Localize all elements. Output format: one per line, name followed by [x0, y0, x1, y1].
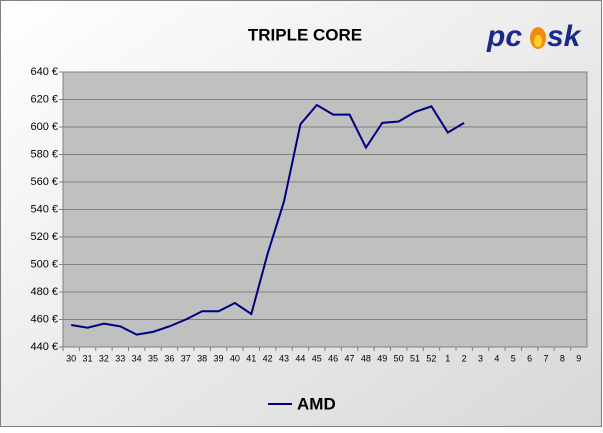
x-tick-label: 39 [214, 353, 224, 363]
x-tick-label: 46 [328, 353, 338, 363]
legend-label: AMD [297, 394, 336, 413]
x-tick-label: 30 [66, 353, 76, 363]
logo-left: pc [486, 20, 522, 53]
x-tick-label: 3 [478, 353, 483, 363]
y-tick-label: 580 € [30, 148, 58, 160]
x-tick-label: 4 [494, 353, 499, 363]
y-tick-label: 480 € [30, 286, 58, 298]
logo-flame-core [534, 35, 542, 47]
x-tick-label: 9 [576, 353, 581, 363]
x-tick-label: 35 [148, 353, 158, 363]
x-tick-label: 7 [544, 353, 549, 363]
x-tick-label: 47 [345, 353, 355, 363]
x-tick-label: 38 [197, 353, 207, 363]
x-tick-label: 6 [527, 353, 532, 363]
y-tick-label: 500 € [30, 258, 58, 270]
x-tick-label: 50 [394, 353, 404, 363]
x-tick-label: 51 [410, 353, 420, 363]
x-tick-label: 48 [361, 353, 371, 363]
y-tick-label: 520 € [30, 231, 58, 243]
y-tick-label: 440 € [30, 341, 58, 353]
logo-right: sk [547, 20, 582, 53]
x-tick-label: 43 [279, 353, 289, 363]
y-tick-label: 540 € [30, 203, 58, 215]
x-tick-label: 34 [132, 353, 142, 363]
x-tick-label: 45 [312, 353, 322, 363]
x-tick-label: 44 [295, 353, 305, 363]
x-tick-label: 41 [246, 353, 256, 363]
y-tick-label: 620 € [30, 93, 58, 105]
x-tick-label: 5 [511, 353, 516, 363]
x-tick-label: 49 [377, 353, 387, 363]
x-tick-label: 33 [115, 353, 125, 363]
x-tick-label: 52 [426, 353, 436, 363]
x-tick-label: 36 [164, 353, 174, 363]
y-tick-label: 640 € [30, 66, 58, 78]
logo: pc sk [486, 20, 582, 53]
y-tick-label: 460 € [30, 313, 58, 325]
x-tick-label: 40 [230, 353, 240, 363]
x-tick-label: 37 [181, 353, 191, 363]
x-tick-label: 1 [445, 353, 450, 363]
x-tick-label: 42 [263, 353, 273, 363]
line-series [71, 103, 465, 336]
y-tick-label: 600 € [30, 121, 58, 133]
x-tick-label: 32 [99, 353, 109, 363]
x-tick-label: 2 [462, 353, 467, 363]
chart-title: TRIPLE CORE [248, 25, 362, 44]
x-tick-label: 31 [83, 353, 93, 363]
x-tick-label: 8 [560, 353, 565, 363]
y-tick-label: 560 € [30, 176, 58, 188]
